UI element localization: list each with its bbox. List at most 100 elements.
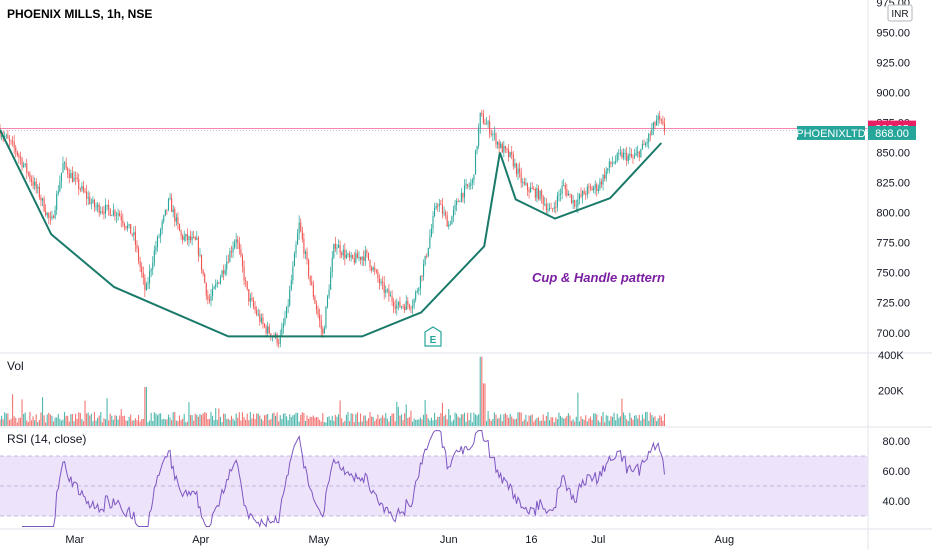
- candle-body: [615, 160, 617, 163]
- candle-body: [326, 296, 329, 307]
- volume-bar: [24, 412, 26, 426]
- volume-bar: [484, 383, 486, 426]
- candle-body: [429, 236, 431, 248]
- volume-bar: [67, 415, 69, 426]
- volume-bar: [481, 356, 483, 426]
- volume-bar: [434, 412, 436, 426]
- volume-bar: [426, 414, 428, 426]
- volume-bar: [95, 420, 97, 426]
- volume-bar: [79, 412, 81, 426]
- volume-bar: [630, 417, 632, 426]
- volume-bar: [530, 415, 532, 426]
- candle-body: [32, 181, 34, 186]
- candle-body: [544, 203, 546, 205]
- volume-bar: [459, 417, 461, 426]
- volume-bar: [298, 421, 300, 426]
- volume-bar: [421, 419, 423, 426]
- candle-body: [463, 185, 466, 198]
- candle-body: [215, 284, 217, 287]
- earnings-marker-label: E: [430, 335, 437, 346]
- volume-bar: [575, 416, 577, 426]
- volume-bar: [350, 413, 352, 426]
- volume-bar: [295, 412, 297, 426]
- candle-body: [169, 198, 171, 200]
- candle-body: [238, 242, 240, 250]
- volume-bar: [640, 420, 642, 426]
- volume-bar: [615, 420, 617, 426]
- candle-body: [479, 112, 481, 128]
- volume-bar: [189, 414, 192, 426]
- candle-body: [259, 314, 261, 322]
- volume-bar: [167, 414, 170, 426]
- volume-bar: [519, 412, 521, 426]
- volume-bar: [223, 413, 225, 426]
- volume-bar: [114, 415, 116, 426]
- volume-bar: [243, 417, 245, 426]
- volume-bar: [441, 402, 443, 426]
- volume-bar: [126, 420, 129, 426]
- volume-bar: [164, 419, 166, 426]
- volume-bar: [182, 418, 184, 426]
- price-pane[interactable]: E: [0, 109, 868, 348]
- volume-bar: [430, 417, 432, 426]
- volume-bar: [602, 412, 604, 426]
- volume-bar: [580, 416, 582, 426]
- candle-body: [29, 173, 31, 180]
- volume-bar: [367, 418, 369, 426]
- candle-body: [451, 216, 453, 225]
- volume-bar: [323, 422, 325, 426]
- candle-body: [68, 174, 70, 179]
- candle-body: [101, 211, 103, 213]
- candle-body: [511, 152, 513, 155]
- volume-bar: [355, 414, 357, 426]
- volume-bar: [574, 421, 576, 426]
- candle-body: [75, 177, 77, 179]
- candle-body: [81, 186, 83, 190]
- candle-body: [4, 136, 6, 138]
- candle-body: [160, 229, 162, 237]
- volume-bar: [149, 420, 151, 426]
- candle-body: [234, 242, 236, 248]
- volume-bar: [389, 415, 392, 426]
- candle-body: [138, 248, 140, 261]
- volume-bar: [153, 412, 155, 426]
- volume-bar: [59, 418, 61, 426]
- candle-body: [424, 255, 426, 265]
- candle-body: [345, 254, 347, 259]
- volume-bar: [97, 417, 99, 426]
- volume-bar: [619, 416, 621, 426]
- volume-bar: [197, 416, 199, 426]
- volume-bar: [413, 418, 415, 426]
- volume-bar: [556, 419, 558, 426]
- candle-body: [300, 222, 302, 231]
- volume-bar: [265, 414, 267, 426]
- price-tick-label: 725.00: [876, 298, 910, 310]
- currency-badge[interactable]: [887, 4, 913, 22]
- candle-body: [421, 275, 423, 277]
- volume-bar: [8, 420, 10, 426]
- volume-bar: [175, 420, 177, 426]
- candle-body: [46, 213, 48, 216]
- candle-body: [526, 183, 529, 190]
- volume-bar: [495, 414, 497, 426]
- candle-body: [303, 239, 305, 254]
- rsi-pane[interactable]: [0, 429, 868, 528]
- candle-body: [156, 237, 159, 248]
- volume-bar: [345, 414, 347, 426]
- candle-body: [67, 168, 69, 175]
- currency-label: INR: [891, 9, 908, 20]
- volume-bar: [87, 412, 89, 426]
- volume-bar: [120, 409, 122, 426]
- volume-pane[interactable]: [0, 356, 666, 426]
- volume-bar: [487, 411, 489, 426]
- volume-bar: [278, 421, 280, 426]
- candle-body: [608, 161, 610, 169]
- volume-bar: [523, 419, 525, 426]
- candle-body: [640, 148, 642, 158]
- candle-body: [347, 253, 349, 255]
- candle-body: [240, 249, 242, 256]
- candle-body: [281, 327, 283, 336]
- candle-body: [627, 155, 629, 162]
- candle-body: [371, 267, 373, 271]
